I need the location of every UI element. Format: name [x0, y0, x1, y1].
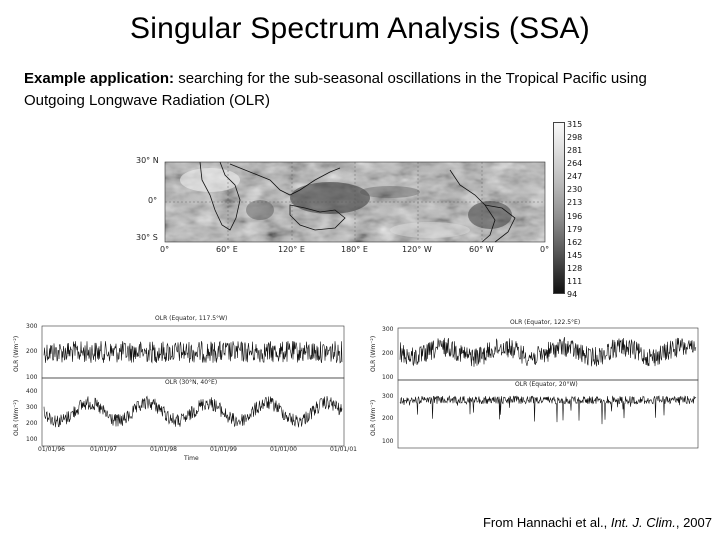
ytick-br-200: 200	[382, 415, 394, 422]
lon-label-180e: 180° E	[341, 245, 368, 254]
axes-bottom-left	[41, 377, 345, 447]
panel-title-bottom-right: OLR (Equator, 20°W)	[515, 381, 578, 388]
series-top-left	[43, 340, 343, 364]
subtitle-text: searching for the sub-seasonal oscillati…	[24, 70, 647, 109]
ytick-tl-300: 300	[26, 323, 38, 330]
colorbar-label: 145	[567, 250, 583, 260]
subtitle-bold: Example application:	[24, 70, 175, 87]
colorbar-label: 94	[567, 290, 578, 299]
series-top-right	[399, 337, 697, 367]
olr-time-series-plots	[41, 325, 699, 449]
axes-bottom-right	[397, 379, 699, 449]
xtick-01: 01/01/01	[330, 446, 357, 453]
lon-label-120w: 120° W	[402, 245, 432, 254]
lon-label-60w: 60° W	[469, 245, 494, 254]
lat-label-0: 0°	[148, 196, 158, 205]
lon-label-120e: 120° E	[278, 245, 305, 254]
series-bottom-right	[399, 395, 697, 425]
colorbar-label: 128	[567, 263, 583, 273]
xtick-96: 01/01/96	[38, 446, 65, 453]
colorbar-label: 196	[567, 211, 583, 221]
citation-journal: Int. J. Clim.	[610, 515, 676, 530]
ytick-br-300: 300	[382, 393, 394, 400]
ytick-bl-100: 100	[26, 436, 38, 443]
ytick-tr-200: 200	[382, 350, 394, 357]
ytick-tl-200: 200	[26, 348, 38, 355]
lon-label-0: 0°	[160, 245, 170, 254]
slide-title: Singular Spectrum Analysis (SSA)	[130, 12, 590, 45]
citation-prefix: From Hannachi et al.,	[482, 515, 611, 530]
ylabel-top-left: OLR (Wm⁻²)	[13, 335, 20, 372]
colorbar-label: 315	[567, 120, 583, 129]
ytick-bl-200: 200	[26, 420, 38, 427]
olr-map: 30° N 0° 30° S 0° 60° E 120° E 180° E 12…	[130, 150, 560, 265]
colorbar-label: 111	[567, 276, 583, 286]
series-bottom-left	[43, 395, 343, 428]
xtick-97: 01/01/97	[90, 446, 117, 453]
ytick-bl-300: 300	[26, 404, 38, 411]
citation-suffix: , 2007	[675, 515, 712, 530]
lat-label-30s: 30° S	[136, 233, 158, 242]
ylabel-bottom-right: OLR (Wm⁻²)	[370, 399, 377, 436]
xtick-00: 01/01/00	[270, 446, 297, 453]
colorbar	[553, 122, 565, 294]
ytick-tr-100: 100	[382, 374, 394, 381]
ytick-bl-400: 400	[26, 388, 38, 395]
panel-title-top-left: OLR (Equator, 117.5°W)	[155, 315, 228, 322]
colorbar-label: 179	[567, 224, 583, 234]
ytick-tr-300: 300	[382, 326, 394, 333]
xlabel-time: Time	[184, 455, 199, 462]
lat-label-30n: 30° N	[136, 156, 159, 165]
ytick-tl-100: 100	[26, 374, 38, 381]
panel-title-bottom-left: OLR (30°N, 40°E)	[165, 379, 218, 386]
lon-label-0-end: 0°	[540, 245, 550, 254]
slide-subtitle: Example application: searching for the s…	[24, 68, 704, 112]
citation: From Hannachi et al., Int. J. Clim., 200…	[483, 515, 712, 530]
xtick-98: 01/01/98	[150, 446, 177, 453]
olr-map-image	[164, 161, 546, 243]
lon-label-60e: 60° E	[216, 245, 238, 254]
colorbar-label: 162	[567, 237, 583, 247]
panel-title-top-right: OLR (Equator, 122.5°E)	[510, 319, 581, 326]
ytick-br-100: 100	[382, 438, 394, 445]
colorbar-label: 264	[567, 159, 583, 169]
colorbar-label: 298	[567, 133, 583, 143]
xtick-99: 01/01/99	[210, 446, 237, 453]
colorbar-label: 247	[567, 172, 583, 182]
colorbar-label: 213	[567, 198, 583, 208]
colorbar-label: 230	[567, 185, 583, 195]
ylabel-top-right: OLR (Wm⁻²)	[370, 335, 377, 372]
colorbar-label: 281	[567, 146, 583, 156]
ylabel-bottom-left: OLR (Wm⁻²)	[13, 399, 20, 436]
